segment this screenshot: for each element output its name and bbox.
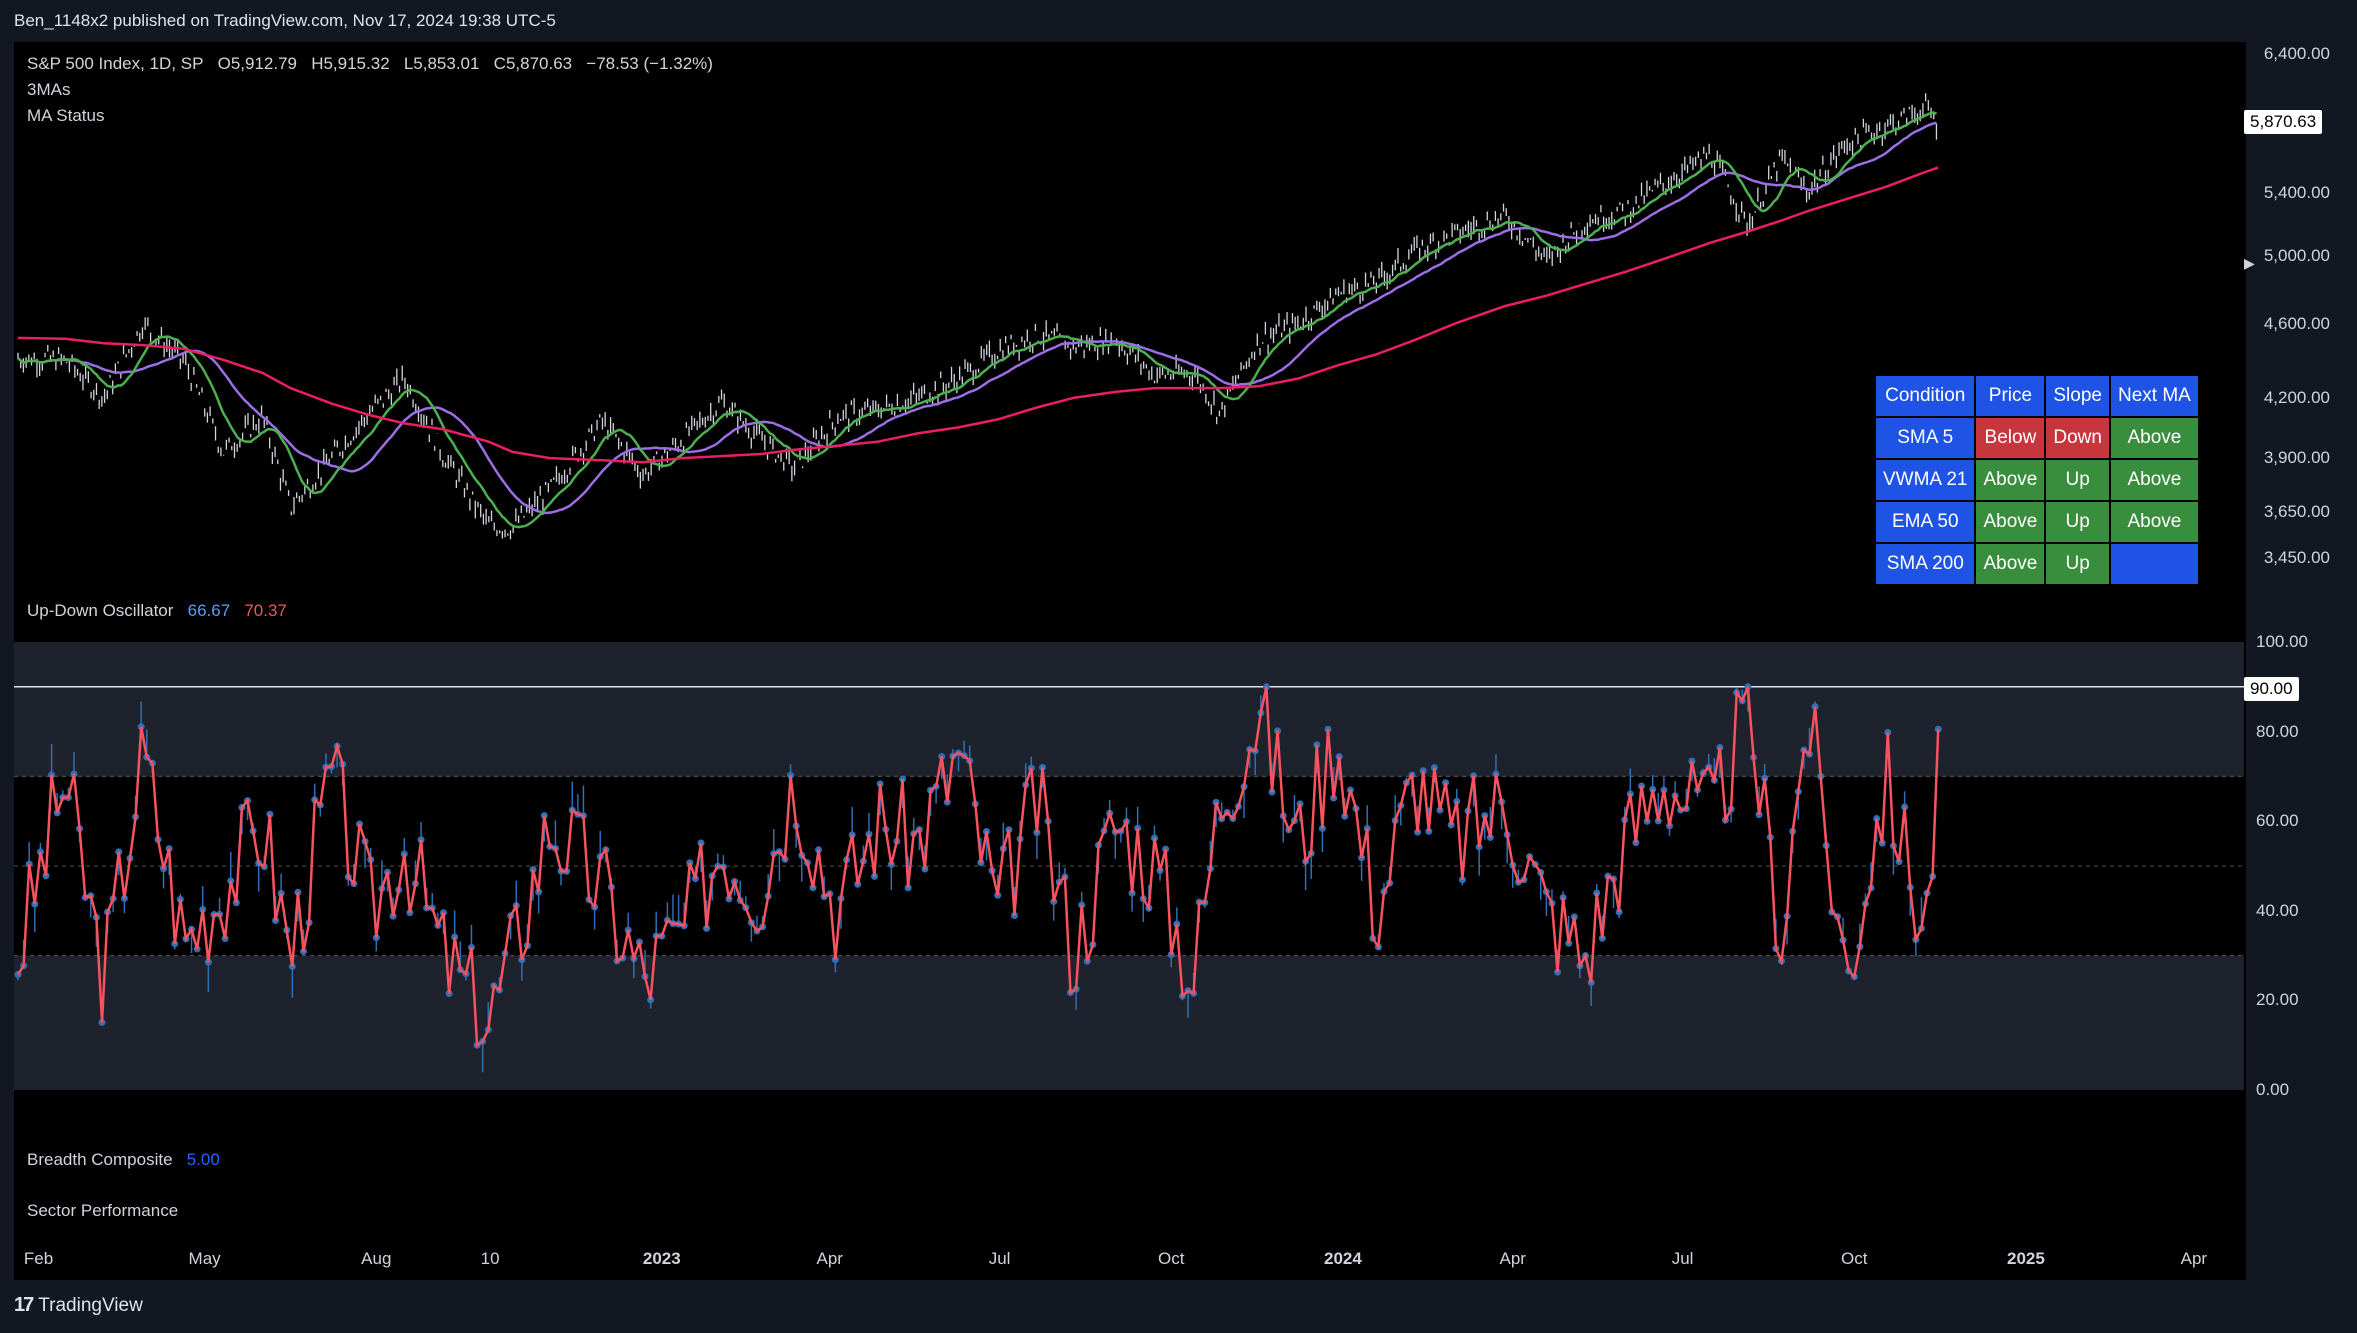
ma-table-cell: Down xyxy=(2046,418,2109,458)
price-tick-label: 4,200.00 xyxy=(2263,387,2330,407)
time-tick-label: Oct xyxy=(1158,1249,1185,1268)
ma-table-cell: Below xyxy=(1976,418,2045,458)
oscillator-tick-label: 60.00 xyxy=(2256,811,2299,831)
time-tick-label: May xyxy=(188,1249,221,1268)
time-tick-label: 2024 xyxy=(1324,1249,1362,1268)
time-tick-label: Apr xyxy=(1499,1249,1526,1268)
ma-table-cell: EMA 50 xyxy=(1876,502,1975,542)
ma-table-row: SMA 5 Below Down Above xyxy=(1876,418,2198,458)
high-label: H xyxy=(311,54,324,73)
ma-table-cell xyxy=(2110,544,2198,584)
price-tick-label: 5,400.00 xyxy=(2263,182,2330,202)
breadth-name: Breadth Composite xyxy=(27,1150,173,1169)
time-tick-label: Aug xyxy=(361,1249,392,1268)
ma-table-cell: Above xyxy=(1976,544,2045,584)
ma-table-cell: Above xyxy=(1976,502,2045,542)
ma-table-header-cell: Price xyxy=(1976,376,2045,416)
indicator-3mas[interactable]: 3MAs xyxy=(27,80,71,99)
oscillator-value-1: 66.67 xyxy=(187,601,231,620)
sma-5-line xyxy=(17,111,1938,529)
ma-table-header: Condition Price Slope Next MA xyxy=(1876,376,2198,416)
oscillator-name: Up-Down Oscillator xyxy=(27,601,174,620)
close-value: 5,870.63 xyxy=(505,54,573,73)
ma-table-cell: Above xyxy=(1976,460,2045,500)
sma-200-line xyxy=(17,166,1939,464)
oscillator-dot xyxy=(1934,725,1942,733)
change-value: −78.53 (−1.32%) xyxy=(586,54,713,73)
ma-table-row: SMA 200 Above Up xyxy=(1876,544,2198,584)
oscillator-tick-label: 100.00 xyxy=(2256,632,2308,651)
time-tick-label: Jul xyxy=(988,1249,1011,1268)
ema-50-line xyxy=(17,121,1937,515)
ma-table-cell: Up xyxy=(2046,544,2109,584)
price-tick-label: 4,600.00 xyxy=(2263,313,2330,333)
high-value: 5,915.32 xyxy=(323,54,390,73)
brand-name: TradingView xyxy=(38,1294,143,1316)
ma-table-header-cell: Condition xyxy=(1876,376,1975,416)
time-tick-label: 2023 xyxy=(642,1249,681,1268)
price-tick-label: 3,650.00 xyxy=(2263,502,2330,522)
ma-table-row: EMA 50 Above Up Above xyxy=(1876,502,2198,542)
price-axis[interactable] xyxy=(2246,42,2357,1280)
time-tick-label: Jul xyxy=(1671,1249,1694,1268)
time-tick-label: Feb xyxy=(23,1249,54,1268)
top-bar: Ben_1148x2 published on TradingView.com,… xyxy=(0,0,2357,42)
oscillator-line xyxy=(16,686,1940,1048)
close-label: C xyxy=(493,54,506,73)
oscillator-tick-label: 40.00 xyxy=(2256,900,2299,920)
ma-table-cell: Above xyxy=(2110,460,2198,500)
breadth-legend[interactable]: Breadth Composite 5.00 xyxy=(27,1150,220,1170)
time-tick-label: 10 xyxy=(480,1249,500,1268)
low-label: L xyxy=(403,54,414,73)
price-tick-label: 5,000.00 xyxy=(2263,245,2330,265)
tradingview-mark-icon: 17 xyxy=(14,1294,34,1316)
oscillator-legend[interactable]: Up-Down Oscillator 66.67 70.37 xyxy=(27,601,287,621)
ma-table-cell: Above xyxy=(2110,502,2198,542)
bottom-bar xyxy=(0,1280,2357,1333)
ma-table-row: VWMA 21 Above Up Above xyxy=(1876,460,2198,500)
open-label: O xyxy=(217,54,231,73)
symbol-legend: S&P 500 Index, 1D, SP O5,912.79 H5,915.3… xyxy=(27,54,713,74)
ma-table-header-cell: Slope xyxy=(2046,376,2109,416)
ma-table-cell: Up xyxy=(2046,502,2109,542)
oscillator-tick-label: 80.00 xyxy=(2256,721,2299,741)
axis-separator xyxy=(2244,42,2246,1280)
time-tick-label: Oct xyxy=(1841,1249,1868,1268)
ma-table-cell: VWMA 21 xyxy=(1876,460,1975,500)
oscillator-level-badge: 90.00 xyxy=(2244,677,2299,701)
ma-table-header-cell: Next MA xyxy=(2110,376,2198,416)
breadth-value: 5.00 xyxy=(186,1150,220,1169)
indicator-ma-status[interactable]: MA Status xyxy=(27,106,105,125)
oscillator-value-2: 70.37 xyxy=(244,601,287,620)
sector-legend[interactable]: Sector Performance xyxy=(27,1201,179,1220)
ma-table-cell: SMA 5 xyxy=(1876,418,1975,458)
oscillator-tick-label: 20.00 xyxy=(2256,990,2299,1010)
open-value: 5,912.79 xyxy=(230,54,298,73)
price-tick-label: 3,450.00 xyxy=(2263,548,2330,568)
oscillator-tick-label: 0.00 xyxy=(2256,1080,2290,1099)
ma-status-table: Condition Price Slope Next MA SMA 5 Below Down… xyxy=(1874,374,2200,586)
time-tick-label: Apr xyxy=(2180,1249,2208,1268)
last-price-badge: 5,870.63 xyxy=(2244,110,2323,134)
price-tick-label: 3,900.00 xyxy=(2263,448,2330,468)
time-tick-label: Apr xyxy=(816,1249,843,1268)
ma-table-cell: SMA 200 xyxy=(1876,544,1975,584)
scroll-arrow-icon[interactable]: ▶ xyxy=(2244,255,2255,271)
ma-table-cell: Up xyxy=(2046,460,2109,500)
ma-table-cell: Above xyxy=(2110,418,2198,458)
tradingview-logo[interactable]: 17 TradingView xyxy=(14,1294,143,1317)
price-tick-label: 6,400.00 xyxy=(2263,44,2330,64)
publisher-line: Ben_1148x2 published on TradingView.com,… xyxy=(14,11,556,30)
low-value: 5,853.01 xyxy=(413,54,480,73)
symbol-name: S&P 500 Index, 1D, SP xyxy=(27,54,204,73)
time-tick-label: 2025 xyxy=(2007,1249,2045,1268)
